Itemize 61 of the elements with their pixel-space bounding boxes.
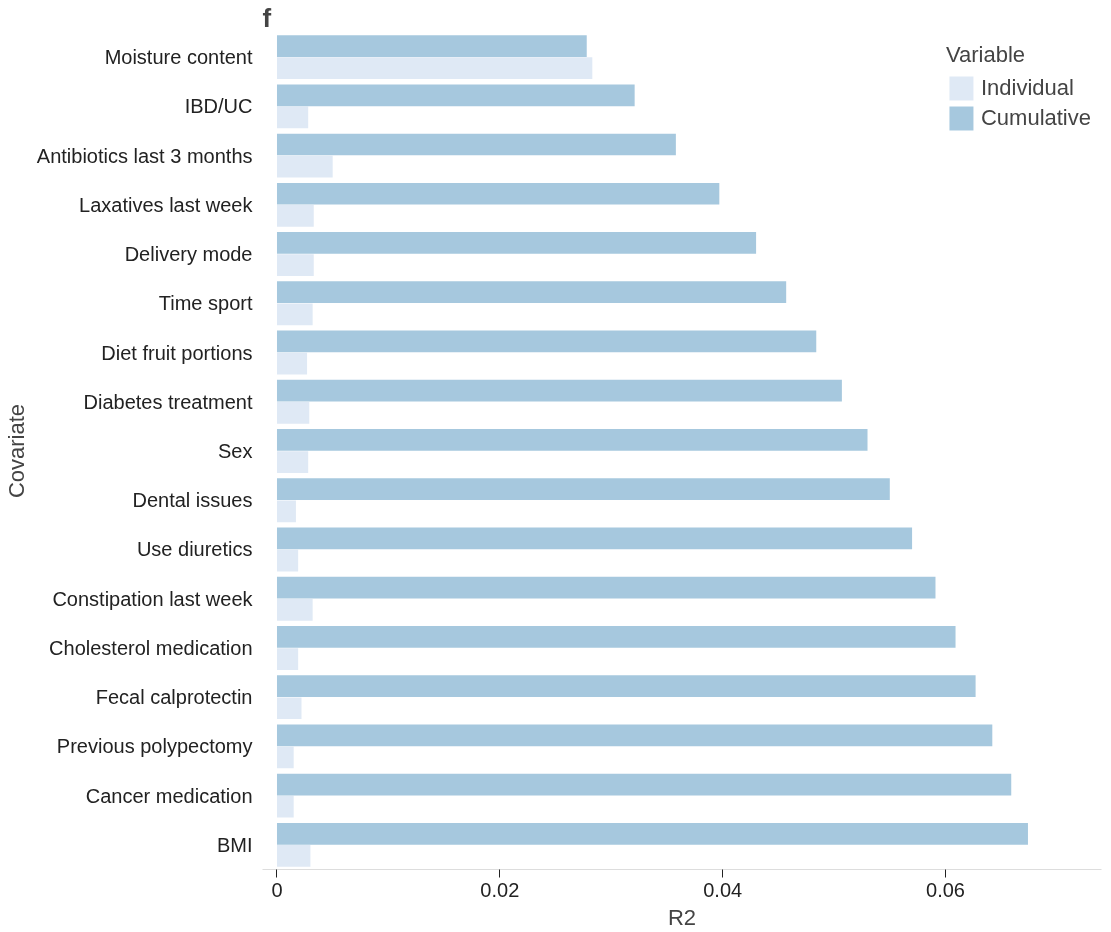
x-axis-title: R2: [667, 904, 697, 930]
y-tick-label: Diabetes treatment: [83, 390, 253, 413]
y-tick-label: Laxatives last week: [79, 193, 254, 216]
bar: [276, 626, 956, 648]
bar: [276, 598, 313, 621]
bar: [276, 527, 913, 550]
bar: [276, 675, 976, 697]
legend-label: Cumulative: [980, 105, 1091, 131]
bar: [276, 724, 993, 747]
legend-title: Variable: [945, 42, 1027, 68]
bar: [276, 648, 299, 670]
y-tick-label: Sex: [218, 440, 253, 462]
legend-label: Individual: [980, 75, 1074, 101]
y-tick-label: Delivery mode: [124, 243, 253, 266]
y-tick-label: Constipation last week: [52, 587, 254, 610]
bar: [276, 182, 720, 205]
bar: [276, 795, 294, 818]
x-tick-label: 0.04: [703, 878, 743, 901]
bar: [276, 57, 593, 80]
y-axis-title: Covariate: [3, 403, 29, 499]
bar: [276, 155, 333, 178]
annotation: f: [262, 2, 272, 33]
bar: [276, 232, 757, 254]
bar: [276, 401, 310, 424]
bar: [276, 254, 314, 276]
bar: [276, 451, 309, 473]
y-tick-label: Diet fruit portions: [101, 341, 253, 364]
bar: [276, 106, 309, 129]
y-tick-label: Cholesterol medication: [49, 636, 253, 659]
x-tick-label: 0.06: [926, 878, 965, 901]
y-tick-label: Fecal calprotectin: [95, 686, 253, 709]
bar: [276, 35, 587, 57]
x-tick-label: 0: [271, 878, 283, 901]
bar: [276, 205, 314, 227]
bar: [276, 822, 1028, 845]
bar: [276, 133, 676, 156]
y-tick-label: Time sport: [158, 292, 253, 315]
bar: [276, 845, 311, 867]
y-tick-label: Dental issues: [132, 489, 253, 512]
bar: [276, 352, 308, 375]
bar: [276, 773, 1012, 796]
bar: [276, 281, 787, 304]
bar: [276, 576, 936, 599]
bar: [276, 429, 868, 451]
y-tick-label: Cancer medication: [85, 784, 253, 807]
bar: [276, 84, 635, 107]
y-tick-label: Previous polypectomy: [56, 735, 253, 758]
bar: [276, 478, 890, 501]
bar: [276, 746, 294, 769]
y-tick-label: Moisture content: [104, 46, 253, 69]
bar: [276, 697, 302, 720]
bar: [276, 500, 296, 523]
y-tick-label: IBD/UC: [184, 95, 253, 118]
x-tick-label: 0.02: [480, 878, 520, 901]
bar: [276, 549, 299, 572]
y-tick-label: Use diuretics: [136, 538, 253, 561]
bar: [276, 330, 817, 353]
bar: [276, 303, 313, 326]
y-tick-label: BMI: [216, 833, 253, 856]
y-tick-label: Antibiotics last 3 months: [36, 144, 253, 167]
bar: [276, 379, 842, 402]
